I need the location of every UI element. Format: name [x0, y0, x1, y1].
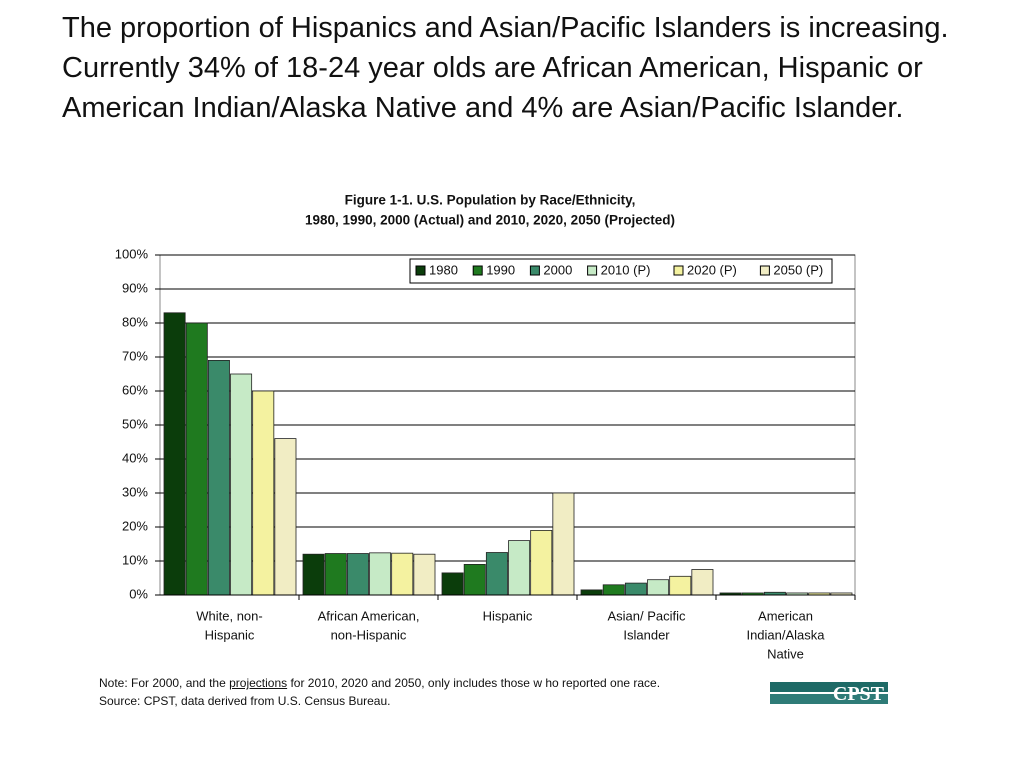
bar: [163, 312, 186, 596]
bar: [252, 390, 275, 596]
legend-swatch: [529, 265, 540, 276]
bar: [207, 359, 230, 596]
y-tick-label: 20%: [122, 518, 148, 533]
y-tick-label: 80%: [122, 314, 148, 329]
x-tick-label: African American,: [318, 608, 420, 623]
x-tick-label: Indian/Alaska: [746, 627, 825, 642]
bar: [324, 553, 347, 596]
bar: [530, 530, 553, 596]
bar: [463, 564, 486, 596]
bar: [369, 552, 392, 596]
note-link: projections: [229, 676, 288, 690]
chart-subtitle: 1980, 1990, 2000 (Actual) and 2010, 2020…: [305, 213, 675, 228]
bar: [508, 540, 531, 596]
legend-label: 1990: [486, 262, 515, 277]
bar: [485, 552, 508, 596]
note-text: Note: For 2000, and the: [99, 676, 226, 690]
x-tick-label: non-Hispanic: [331, 627, 407, 642]
y-tick-label: 10%: [122, 552, 148, 567]
y-tick-label: 40%: [122, 450, 148, 465]
bar: [185, 322, 208, 596]
bar: [391, 552, 414, 596]
bar: [346, 553, 369, 596]
x-tick-label: Hispanic: [483, 608, 533, 623]
source: Source: CPST, data derived from U.S. Cen…: [99, 694, 391, 708]
legend-swatch: [759, 265, 770, 276]
legend-label: 1980: [429, 262, 458, 277]
heading: The proportion of Hispanics and Asian/Pa…: [62, 12, 949, 124]
legend-swatch: [472, 265, 483, 276]
note-text: for 2010, 2020 and 2050, only includes t…: [290, 676, 661, 690]
legend-swatch: [673, 265, 684, 276]
legend-label: 2020 (P): [687, 262, 737, 277]
bar: [580, 589, 603, 596]
x-tick-label: White, non-: [196, 608, 262, 623]
x-tick-label: Native: [767, 646, 804, 661]
bar: [669, 575, 692, 596]
bar: [413, 553, 436, 596]
x-tick-label: American: [758, 608, 813, 623]
bar: [441, 572, 464, 596]
x-tick-label: Islander: [623, 627, 670, 642]
bar: [230, 373, 253, 596]
y-tick-label: 100%: [115, 246, 149, 261]
logo: CPST: [770, 682, 888, 705]
x-tick-label: Hispanic: [205, 627, 255, 642]
bar: [602, 584, 625, 596]
y-tick-label: 60%: [122, 382, 148, 397]
legend-label: 2010 (P): [601, 262, 651, 277]
y-tick-label: 70%: [122, 348, 148, 363]
bar: [647, 579, 670, 596]
y-tick-label: 30%: [122, 484, 148, 499]
legend-swatch: [587, 265, 598, 276]
legend-label: 2050 (P): [773, 262, 823, 277]
bar: [552, 492, 575, 596]
bar: [624, 582, 647, 596]
note: Note: For 2000, and the projections for …: [99, 676, 660, 690]
y-tick-label: 90%: [122, 280, 148, 295]
bar: [302, 553, 325, 596]
y-tick-label: 0%: [129, 586, 148, 601]
bar: [691, 569, 714, 596]
x-tick-label: Asian/ Pacific: [607, 608, 686, 623]
legend-label: 2000: [543, 262, 572, 277]
y-tick-label: 50%: [122, 416, 148, 431]
chart-title: Figure 1-1. U.S. Population by Race/Ethn…: [345, 193, 636, 208]
bar: [274, 438, 297, 596]
legend-swatch: [415, 265, 426, 276]
